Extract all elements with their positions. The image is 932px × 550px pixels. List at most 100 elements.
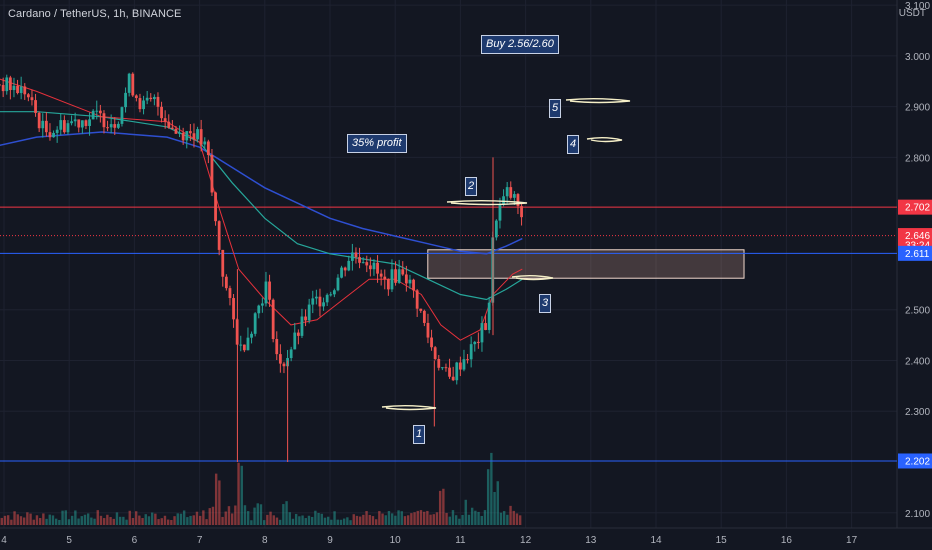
candle-body xyxy=(34,100,37,113)
volume-bar xyxy=(275,517,279,525)
candle-body xyxy=(343,267,347,271)
candle-body xyxy=(512,194,516,198)
volume-bar xyxy=(150,512,154,525)
volume-bar xyxy=(291,518,295,525)
volume-bar xyxy=(397,510,400,525)
volume-bar xyxy=(118,516,122,525)
volume-bars xyxy=(0,452,522,525)
volume-bar xyxy=(202,510,205,525)
candle-body xyxy=(156,96,160,107)
candle-body xyxy=(55,129,59,133)
candle-body xyxy=(73,119,77,122)
price-label-bg xyxy=(898,245,932,261)
volume-bar xyxy=(429,514,432,525)
candle-body xyxy=(48,132,52,138)
volume-bar xyxy=(461,514,464,525)
x-tick-label-16: 16 xyxy=(781,535,793,546)
candle-body xyxy=(480,323,484,343)
symbol-title[interactable]: Cardano / TetherUS, 1h, BINANCE xyxy=(8,8,182,20)
y-tick-label: 2.800 xyxy=(905,153,930,164)
volume-bar xyxy=(246,511,250,525)
x-tick-label-5: 5 xyxy=(66,535,72,546)
ema-mid-line xyxy=(0,111,523,301)
x-tick-label-15: 15 xyxy=(716,535,728,546)
candle-body xyxy=(307,304,311,321)
wave-label-1: 1 xyxy=(413,425,425,444)
candle-body xyxy=(95,110,99,112)
currency-label: USDT xyxy=(898,8,926,19)
candle-body xyxy=(361,262,365,264)
y-tick-label: 3.100 xyxy=(905,1,930,12)
candle-body xyxy=(160,106,163,119)
volume-bar xyxy=(32,519,35,525)
volume-bar xyxy=(509,505,512,525)
candle-body xyxy=(498,204,502,221)
volume-bar xyxy=(45,518,48,525)
volume-bar xyxy=(10,519,13,525)
volume-bar xyxy=(205,519,208,525)
volume-bar xyxy=(451,510,455,525)
candle-body xyxy=(178,132,181,134)
candle-body xyxy=(37,112,41,129)
candle-body xyxy=(311,298,315,305)
candle-body xyxy=(289,349,293,359)
volume-bar xyxy=(230,513,234,525)
candle-body xyxy=(325,294,329,303)
volume-bar xyxy=(112,518,115,525)
candle-body xyxy=(394,269,397,283)
candle-body xyxy=(473,341,477,345)
volume-bar xyxy=(317,512,320,525)
volume-bar xyxy=(237,462,240,525)
volume-bar xyxy=(67,519,71,525)
volume-bar xyxy=(99,515,103,525)
volume-bar xyxy=(128,510,131,525)
buy-annotation: Buy 2.56/2.60 xyxy=(481,35,559,54)
volume-bar xyxy=(506,514,509,525)
volume-bar xyxy=(301,515,304,525)
volume-bar xyxy=(93,518,96,525)
candle-body xyxy=(246,337,250,351)
candle-body xyxy=(221,249,225,277)
candle-body xyxy=(314,296,318,299)
volume-bar xyxy=(320,513,323,525)
volume-bar xyxy=(115,512,119,525)
candle-body xyxy=(469,344,473,360)
candle-body xyxy=(88,119,91,126)
price-label-2.611: 2.611 xyxy=(905,249,930,260)
candle-body xyxy=(19,86,23,94)
candle-body xyxy=(260,303,264,306)
candle-body xyxy=(347,260,351,271)
volume-bar xyxy=(80,516,83,525)
volume-bar xyxy=(243,505,247,525)
candle-body xyxy=(242,344,246,351)
candle-body xyxy=(8,77,12,91)
candle-body xyxy=(494,220,498,238)
volume-bar xyxy=(195,511,199,525)
volume-bar xyxy=(83,514,87,525)
candle-body xyxy=(106,127,109,129)
candle-body xyxy=(322,302,325,307)
y-tick-label: 2.300 xyxy=(905,407,930,418)
candle-body xyxy=(188,131,192,134)
candle-body xyxy=(70,121,73,124)
candle-body xyxy=(466,359,469,361)
volume-bar xyxy=(86,513,90,525)
candle-body xyxy=(142,100,145,110)
volume-bar xyxy=(70,515,74,525)
volume-bar xyxy=(477,511,480,525)
volume-bar xyxy=(189,515,192,525)
volume-bar xyxy=(294,513,298,525)
volume-bar xyxy=(42,513,45,525)
volume-bar xyxy=(147,516,151,525)
volume-bar xyxy=(285,501,288,525)
volume-bar xyxy=(160,518,163,525)
volume-bar xyxy=(314,510,317,525)
candle-body xyxy=(12,85,16,91)
volume-bar xyxy=(368,514,371,525)
price-label-2.202: 2.202 xyxy=(905,456,930,467)
volume-bar xyxy=(445,512,448,525)
candle-body xyxy=(516,194,520,207)
volume-bar xyxy=(349,520,352,525)
volume-bar xyxy=(416,510,419,525)
